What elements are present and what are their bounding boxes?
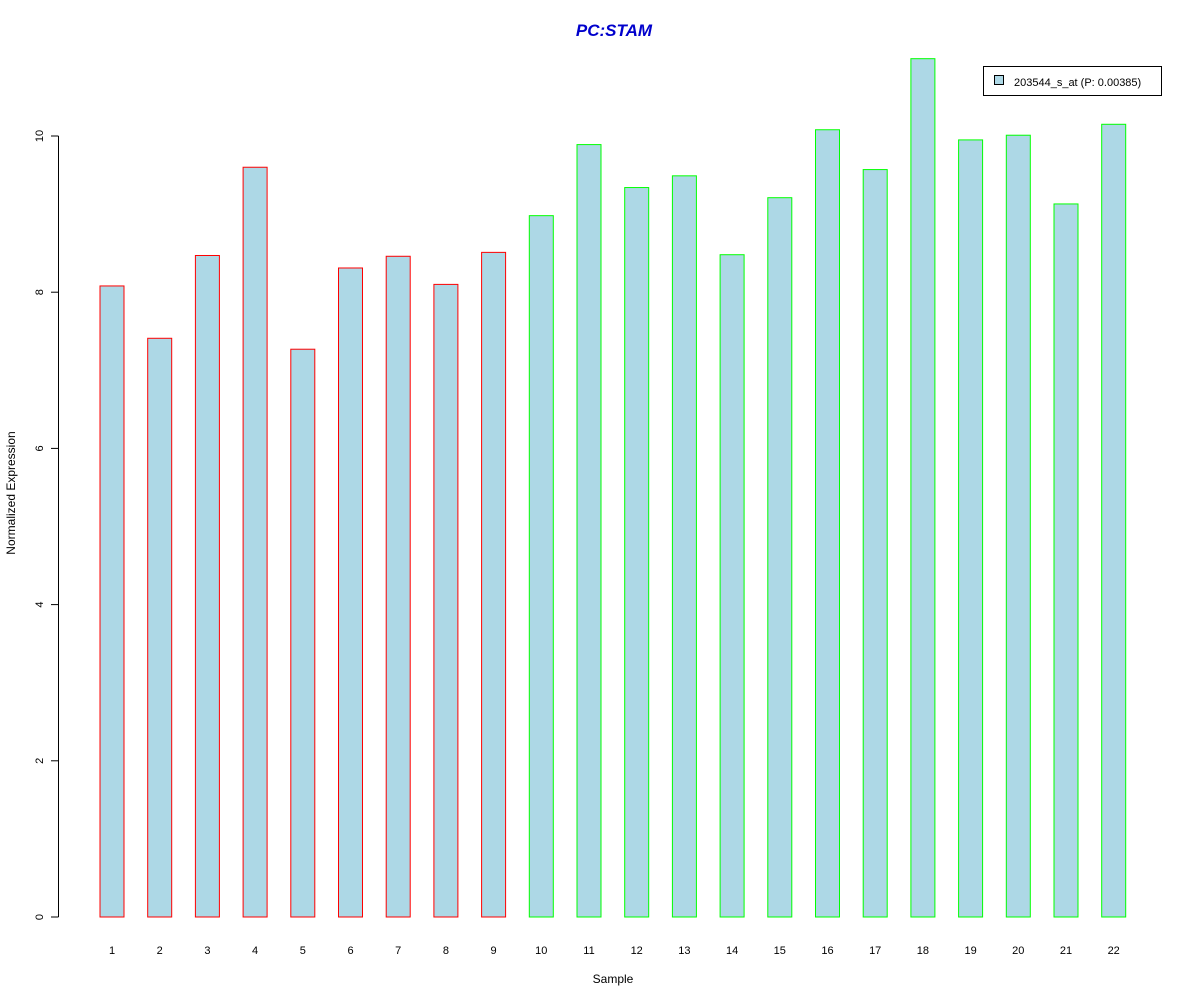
y-tick-label: 4: [34, 602, 46, 608]
x-tick-label: 22: [1108, 945, 1120, 957]
bar: [910, 58, 936, 918]
y-tick-label: 6: [34, 445, 46, 451]
y-axis-label: Normalized Expression: [4, 431, 18, 554]
x-tick-label: 12: [631, 945, 643, 957]
x-tick-label: 17: [869, 945, 881, 957]
x-tick-label: 7: [395, 945, 401, 957]
x-tick-label: 20: [1012, 945, 1024, 957]
y-tick-label: 8: [34, 289, 46, 295]
bar: [624, 187, 650, 918]
bar: [576, 144, 602, 918]
bar: [767, 197, 793, 918]
x-tick-label: 15: [774, 945, 786, 957]
x-tick-label: 4: [252, 945, 258, 957]
bar: [958, 139, 984, 918]
x-axis-label: Sample: [593, 972, 634, 986]
legend-swatch: [994, 75, 1004, 85]
bar: [242, 166, 268, 918]
x-tick-label: 2: [157, 945, 163, 957]
x-tick-label: 19: [964, 945, 976, 957]
bar: [290, 348, 316, 918]
bar: [815, 129, 840, 918]
x-tick-label: 11: [583, 945, 594, 957]
bar: [1005, 134, 1031, 918]
bar: [671, 175, 697, 918]
x-tick-label: 13: [678, 945, 690, 957]
x-tick-label: 1: [109, 945, 115, 957]
bar: [433, 283, 459, 918]
legend-label: 203544_s_at (P: 0.00385): [1014, 77, 1141, 89]
legend-box: [983, 66, 1162, 96]
bar: [1101, 123, 1127, 918]
x-tick-label: 10: [535, 945, 547, 957]
y-tick-label: 2: [34, 758, 46, 764]
bar: [719, 254, 745, 918]
x-tick-label: 3: [204, 945, 210, 957]
x-tick-label: 16: [821, 945, 833, 957]
y-tick-label: 10: [34, 130, 46, 142]
x-tick-labels: 1 2 3 4 5 6 7 8 9 10 11 12 13 14 15 16 17 18 19 20 21 22: [109, 945, 1120, 957]
bar: [147, 337, 173, 918]
bar: [194, 254, 220, 918]
x-tick-label: 21: [1060, 945, 1072, 957]
x-tick-label: 8: [443, 945, 449, 957]
x-tick-label: 9: [491, 945, 497, 957]
y-tick-label: 0: [34, 914, 46, 920]
chart-title: PC:STAM: [576, 21, 653, 40]
x-tick-label: 18: [917, 945, 929, 957]
bar: [385, 255, 411, 918]
y-axis: 0 2 4 6 8 10: [34, 130, 59, 920]
x-tick-label: 5: [300, 945, 306, 957]
bar: [862, 169, 888, 918]
bar: [1053, 203, 1079, 918]
bar: [481, 251, 507, 918]
x-tick-label: 6: [347, 945, 353, 957]
bar: [338, 267, 363, 918]
x-tick-label: 14: [726, 945, 738, 957]
bar: [99, 285, 125, 918]
legend: 203544_s_at (P: 0.00385): [983, 66, 1162, 96]
bars-group: [99, 58, 1127, 918]
bar: [528, 215, 554, 918]
